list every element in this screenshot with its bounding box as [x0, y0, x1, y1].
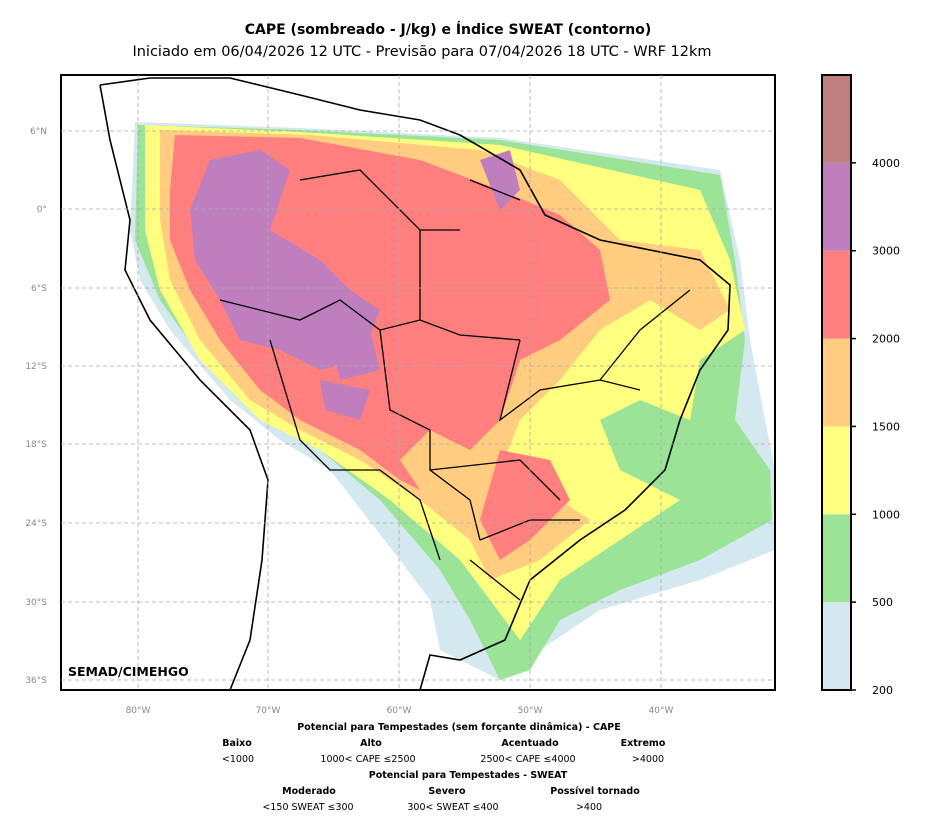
colorbar-segment: [822, 338, 851, 427]
lon-tick-label: 40°W: [649, 706, 674, 716]
lon-tick-label: 80°W: [126, 706, 151, 716]
cape-level-range: 2500< CAPE ≤4000: [480, 754, 576, 765]
coastline: [99, 77, 731, 690]
lat-tick-label: 36°S: [25, 676, 47, 686]
cape-level-range: >4000: [631, 754, 665, 765]
colorbar-tick-label: 200: [872, 684, 893, 697]
cape-level-label: Acentuado: [501, 738, 559, 749]
cape-level-range: <1000: [221, 754, 255, 765]
cape-purple-region: [190, 150, 380, 370]
colorbar-frame: [821, 74, 852, 691]
colorbar-tick-label: 2000: [872, 333, 900, 346]
cape-level-label: Baixo: [222, 738, 252, 749]
cape-legend-title: Potencial para Tempestades (sem forçante…: [297, 722, 621, 733]
colorbar-tick-label: 4000: [872, 157, 900, 170]
watermark: SEMAD/CIMEHGO: [68, 664, 189, 679]
lon-tick-label: 50°W: [518, 706, 543, 716]
lat-tick-label: 24°S: [25, 519, 47, 529]
sweat-level-label: Moderado: [282, 786, 336, 797]
colorbar-segment: [822, 75, 851, 163]
colorbar-segment: [822, 514, 851, 603]
chart-subtitle: Iniciado em 06/04/2026 12 UTC - Previsão…: [132, 44, 712, 60]
cape-purple-region-2: [330, 330, 380, 380]
cape-level-label: Extremo: [620, 738, 666, 749]
colorbar-tick-label: 3000: [872, 245, 900, 258]
lat-tick-label: 30°S: [25, 598, 47, 608]
cape-red-region: [170, 135, 610, 490]
colorbar: 200 500 1000 1500 2000 3000 4000: [821, 74, 900, 697]
sweat-legend-title: Potencial para Tempestades - SWEAT: [368, 770, 568, 781]
sweat-level-label: Possível tornado: [550, 786, 640, 797]
lat-tick-label: 6°S: [31, 284, 47, 294]
cape-level-range: 1000< CAPE ≤2500: [320, 754, 416, 765]
lat-tick-label: 0°: [37, 205, 47, 215]
colorbar-segment: [822, 602, 851, 690]
lat-tick-label: 12°S: [25, 362, 47, 372]
cape-red-region-south: [480, 450, 570, 560]
lat-tick-label: 18°S: [25, 440, 47, 450]
sweat-level-label: Severo: [428, 786, 466, 797]
colorbar-segment: [822, 162, 851, 251]
cape-level-label: Alto: [360, 738, 382, 749]
colorbar-tick-label: 500: [872, 596, 893, 609]
chart-title: CAPE (sombreado - J/kg) e Índice SWEAT (…: [244, 22, 652, 38]
sweat-level-range: >400: [575, 802, 603, 813]
lon-tick-label: 60°W: [387, 706, 412, 716]
lon-tick-label: 70°W: [256, 706, 281, 716]
colorbar-tick-label: 1500: [872, 420, 900, 433]
colorbar-segment: [822, 426, 851, 515]
colorbar-segment: [822, 250, 851, 339]
cape-purple-region-3: [320, 380, 370, 420]
lat-tick-label: 6°N: [30, 127, 47, 137]
colorbar-tick-label: 1000: [872, 508, 900, 521]
map-frame: [60, 74, 776, 691]
sweat-level-range: 300< SWEAT ≤400: [407, 802, 499, 813]
sweat-level-range: <150 SWEAT ≤300: [262, 802, 354, 813]
